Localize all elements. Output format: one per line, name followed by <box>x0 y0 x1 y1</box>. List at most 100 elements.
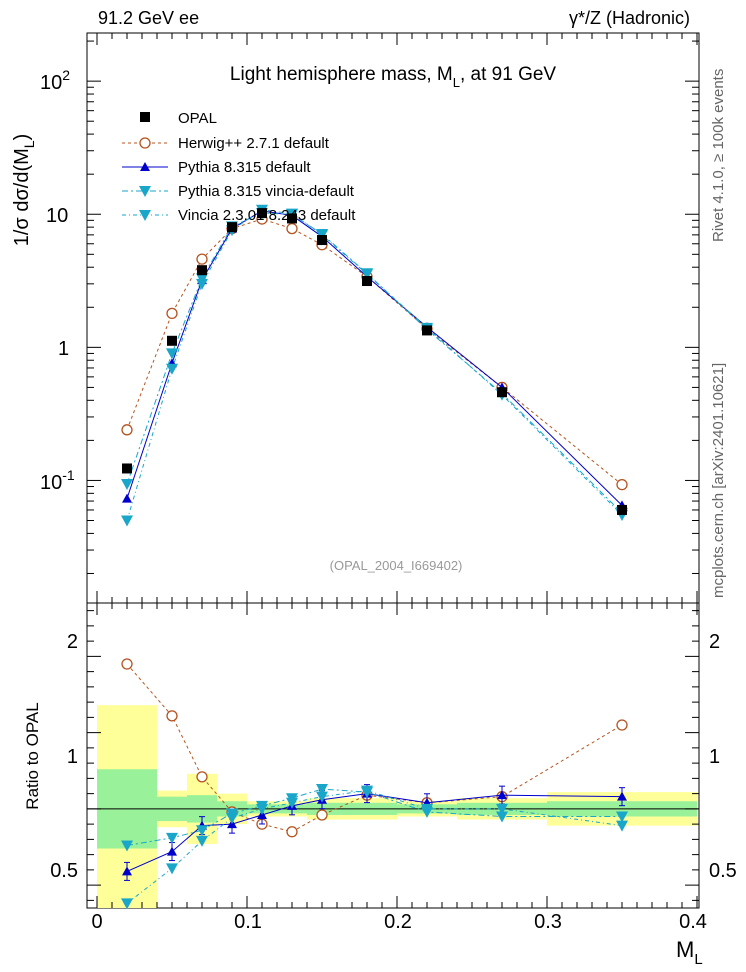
series-4 <box>121 204 628 527</box>
legend-marker-triangle-up <box>140 162 150 171</box>
data-point-triangle-down <box>316 784 328 796</box>
series-2 <box>122 205 627 510</box>
data-point-triangle-down <box>286 797 298 809</box>
ratio-bands <box>97 705 697 908</box>
data-point-triangle-down <box>361 785 373 797</box>
legend: OPAL Herwig++ 2.7.1 default Pythia 8.315… <box>122 110 356 224</box>
series-0 <box>122 208 627 515</box>
data-point-circle <box>316 809 328 821</box>
data-point-circle <box>616 719 628 731</box>
data-point-triangle-up <box>497 790 507 800</box>
data-point-triangle-down <box>256 803 268 815</box>
ratio-tick-label-right: 0.5 <box>709 860 737 882</box>
header-left: 91.2 GeV ee <box>98 8 200 28</box>
data-point-square <box>167 335 177 346</box>
ratio-tick-label-right: 1 <box>709 746 720 768</box>
data-point-triangle-down <box>496 811 508 823</box>
data-point-square <box>287 213 297 224</box>
data-point-circle <box>166 307 178 320</box>
data-point-triangle-down <box>121 898 133 910</box>
data-point-triangle-up <box>122 866 132 876</box>
data-point-triangle-down <box>496 803 508 815</box>
mcplots-label: mcplots.cern.ch [arXiv:2401.10621] <box>710 363 727 598</box>
data-point-square <box>257 208 267 219</box>
legend-entry-pythia: Pythia 8.315 default <box>122 159 311 176</box>
legend-label: Pythia 8.315 vincia-default <box>178 183 355 200</box>
data-point-triangle-down <box>166 363 178 375</box>
legend-marker-circle <box>139 137 151 149</box>
data-point-triangle-down <box>166 832 178 844</box>
ratio-series-4 <box>121 785 628 910</box>
data-point-triangle-up <box>167 846 177 856</box>
x-tick-label: 0.4 <box>679 911 707 933</box>
legend-entry-opal: OPAL <box>140 110 217 127</box>
ratio-tick-label: 1 <box>67 746 78 768</box>
legend-marker-triangle-down <box>139 210 151 221</box>
legend-label: Herwig++ 2.7.1 default <box>178 135 330 152</box>
data-point-square <box>497 387 507 398</box>
data-point-circle <box>286 826 298 838</box>
ratio-tick-label: 0.5 <box>50 860 78 882</box>
data-point-triangle-down <box>166 863 178 875</box>
ratio-tick-label: 2 <box>67 631 78 653</box>
legend-entry-pythia-vincia: Pythia 8.315 vincia-default <box>122 183 355 200</box>
data-point-circle <box>616 478 628 491</box>
data-point-triangle-down <box>196 825 208 837</box>
data-point-square <box>317 235 327 246</box>
x-tick-label: 0.3 <box>534 911 562 933</box>
series-main <box>121 204 628 527</box>
data-point-triangle-down <box>616 820 628 832</box>
data-point-circle <box>196 771 208 783</box>
y-axis-label-main: 1/σ dσ/d(ML) <box>11 134 37 247</box>
legend-entry-vincia: Vincia 2.3.01 8.243 default <box>122 207 356 224</box>
data-point-circle <box>286 222 298 235</box>
data-point-square <box>362 276 372 287</box>
data-point-circle <box>121 424 133 436</box>
header-right: γ*/Z (Hadronic) <box>568 8 690 28</box>
series-1 <box>121 213 628 491</box>
legend-marker-triangle-down <box>139 186 151 197</box>
y-tick-label: 1 <box>58 338 69 360</box>
ratio-frame <box>86 602 700 909</box>
legend-entry-herwig: Herwig++ 2.7.1 default <box>122 135 330 152</box>
data-point-triangle-down <box>121 515 133 527</box>
ratio-line <box>126 790 623 904</box>
legend-label: Pythia 8.315 default <box>178 159 311 176</box>
chart-title: Light hemisphere mass, ML, at 91 GeV <box>230 64 557 90</box>
data-point-triangle-down <box>196 835 208 847</box>
series-3 <box>121 208 628 519</box>
data-point-triangle-down <box>196 273 208 285</box>
data-point-triangle-down <box>421 803 433 815</box>
data-point-triangle-down <box>226 813 238 825</box>
data-point-circle <box>196 253 208 265</box>
y-axis-label-ratio: Ratio to OPAL <box>23 702 42 809</box>
data-point-circle <box>121 658 133 670</box>
data-point-triangle-down <box>196 278 208 290</box>
y-tick-label: 102 <box>40 67 70 94</box>
data-point-triangle-down <box>121 840 133 852</box>
data-point-triangle-down <box>316 791 328 803</box>
data-point-square <box>422 325 432 336</box>
y-tick-label: 10 <box>46 205 68 227</box>
data-point-triangle-up <box>617 791 627 801</box>
y-tick-label: 10-1 <box>40 467 75 494</box>
data-point-square <box>197 265 207 276</box>
data-point-square <box>122 463 132 474</box>
axis-ticks <box>87 33 699 908</box>
x-axis-label: ML <box>676 937 703 968</box>
legend-label: Vincia 2.3.01 8.243 default <box>178 207 356 224</box>
data-point-triangle-down <box>616 811 628 823</box>
legend-marker-square <box>140 112 150 122</box>
data-point-triangle-down <box>361 269 373 281</box>
legend-label: OPAL <box>178 110 217 127</box>
data-point-square <box>227 222 237 233</box>
rivet-label: Rivet 4.1.0, ≥ 100k events <box>710 69 727 242</box>
data-point-circle <box>166 710 178 722</box>
data-point-triangle-up <box>122 493 132 503</box>
x-tick-label: 0 <box>91 911 102 933</box>
data-point-triangle-down <box>121 479 133 491</box>
x-tick-label: 0.2 <box>384 911 412 933</box>
ratio-tick-label-right: 2 <box>709 631 720 653</box>
x-tick-label: 0.1 <box>234 911 262 933</box>
